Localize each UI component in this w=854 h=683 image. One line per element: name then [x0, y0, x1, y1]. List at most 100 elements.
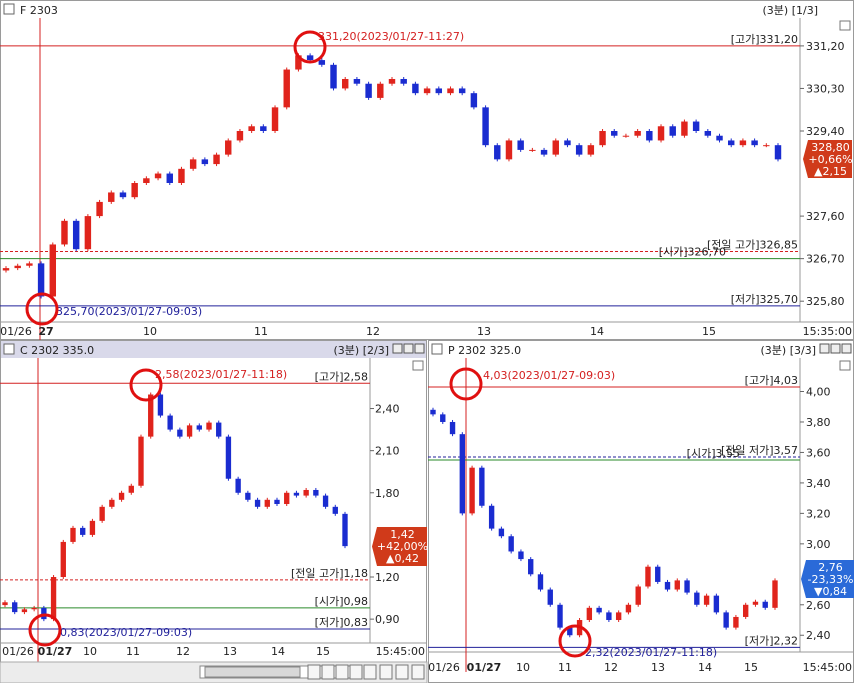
candle: [557, 604, 563, 628]
window-button[interactable]: [392, 343, 403, 354]
candle: [295, 55, 302, 70]
candle: [143, 178, 150, 184]
toolbar-button[interactable]: [395, 664, 409, 680]
x-tick-label: 14: [698, 661, 712, 674]
toolbar-button[interactable]: [349, 664, 363, 680]
candle: [49, 244, 57, 297]
checkbox[interactable]: [3, 343, 15, 355]
candle: [99, 506, 105, 521]
candle: [271, 107, 279, 131]
level-label: [시가]326,70: [659, 246, 726, 259]
candle: [400, 78, 407, 84]
candle: [518, 551, 524, 560]
level-label: [고가]2,58: [315, 370, 368, 383]
candle: [449, 421, 456, 435]
toolbar-button[interactable]: [411, 664, 425, 680]
candle: [84, 216, 92, 250]
candle: [596, 607, 602, 613]
candle: [470, 93, 478, 108]
price-badge-text: 1,42: [390, 528, 415, 541]
candle: [166, 173, 173, 184]
candle: [528, 559, 534, 575]
x-tick-label: 12: [366, 325, 380, 338]
end-time: 15:35:00: [803, 325, 852, 338]
candle: [119, 192, 127, 198]
window-button[interactable]: [830, 343, 841, 354]
window-button[interactable]: [819, 343, 830, 354]
panel-title: C 2302 335.0: [20, 344, 94, 357]
y-tick-label: 4,00: [806, 386, 831, 399]
candle: [505, 140, 513, 160]
candle: [128, 485, 134, 493]
x-tick-label: 15: [316, 645, 330, 658]
candle: [2, 602, 8, 606]
candle: [2, 268, 10, 271]
price-badge-text: ▲2,15: [814, 165, 847, 178]
candle: [459, 434, 466, 514]
x-tick-label: 11: [254, 325, 268, 338]
toolbar-button[interactable]: [363, 664, 377, 680]
title-bar: [1, 341, 426, 358]
candle: [196, 425, 202, 430]
price-badge: [803, 140, 852, 178]
level-label: [시가]0,98: [315, 595, 368, 608]
toolbar-button[interactable]: [379, 664, 393, 680]
candle: [540, 149, 548, 155]
candle: [704, 130, 712, 136]
candle: [752, 601, 759, 605]
candle: [494, 145, 501, 160]
layout-button[interactable]: [412, 360, 424, 371]
x-tick-label: 13: [223, 645, 237, 658]
candle: [634, 130, 641, 136]
y-tick-label: 2,40: [806, 629, 831, 642]
extreme-annotation: 0,83(2023/01/27-09:03): [60, 626, 192, 639]
candle: [41, 607, 47, 620]
candle: [498, 528, 505, 537]
candle: [167, 415, 173, 430]
checkbox[interactable]: [3, 3, 15, 15]
toolbar-button[interactable]: [335, 664, 349, 680]
window-button[interactable]: [403, 343, 414, 354]
x-tick-label: 13: [477, 325, 491, 338]
checkbox[interactable]: [431, 343, 443, 355]
candle: [479, 467, 485, 506]
y-tick-label: 3,80: [806, 416, 831, 429]
panel-frame: [0, 340, 427, 683]
candle: [31, 607, 37, 610]
candle: [14, 265, 21, 269]
candle: [96, 201, 103, 217]
candle: [412, 83, 419, 94]
candle: [306, 55, 314, 61]
candle: [330, 64, 337, 89]
toolbar-button[interactable]: [307, 664, 321, 680]
candle: [488, 505, 495, 529]
scroll-thumb[interactable]: [204, 666, 301, 678]
candle: [254, 499, 261, 507]
candle: [313, 489, 319, 496]
candle: [178, 168, 185, 184]
y-tick-label: 3,20: [806, 507, 831, 520]
candle: [138, 436, 144, 486]
candle: [606, 612, 612, 621]
highlight-circle: [28, 613, 62, 647]
layout-button[interactable]: [839, 360, 851, 371]
candle: [225, 140, 232, 155]
candle: [293, 492, 300, 496]
candle: [21, 609, 28, 613]
window-button[interactable]: [414, 343, 425, 354]
end-time: 15:45:00: [376, 645, 425, 658]
candle: [716, 135, 723, 141]
candle: [303, 489, 309, 496]
y-tick-label: 330,30: [806, 82, 845, 95]
toolbar-button[interactable]: [321, 664, 335, 680]
candle: [177, 429, 183, 437]
candle: [332, 506, 338, 514]
level-label: [저가]0,83: [315, 616, 368, 629]
candle: [206, 422, 212, 430]
highlight-circle: [25, 292, 59, 326]
candle: [727, 140, 735, 146]
window-button[interactable]: [841, 343, 852, 354]
candle: [236, 130, 244, 141]
layout-button[interactable]: [839, 20, 851, 31]
y-tick-label: 329,40: [806, 125, 845, 138]
